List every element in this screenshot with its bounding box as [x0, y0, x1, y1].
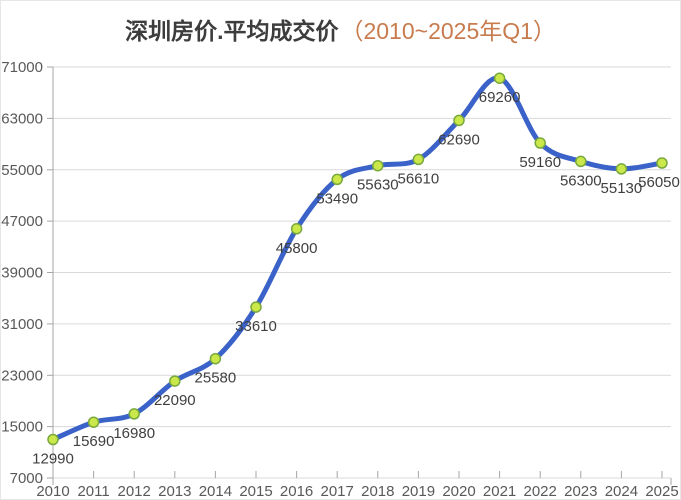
data-point-marker	[615, 163, 628, 175]
data-point-marker	[493, 72, 506, 84]
data-point-label: 59160	[519, 154, 561, 171]
x-axis-label: 2014	[199, 483, 232, 500]
y-axis-label: 71000	[1, 59, 43, 76]
data-point-label: 25580	[195, 370, 237, 387]
data-point-marker	[331, 173, 343, 186]
x-axis-label: 2025	[645, 483, 678, 500]
x-axis-label: 2022	[524, 483, 557, 500]
data-point-marker	[87, 416, 100, 428]
x-axis-label: 2020	[442, 483, 475, 500]
data-point-label: 16980	[113, 425, 155, 442]
chart-title-accent: （2010~2025年Q1）	[340, 18, 556, 44]
data-point-marker	[656, 157, 668, 169]
x-axis-label: 2017	[321, 483, 354, 500]
x-axis-label: 2018	[361, 483, 394, 500]
x-axis-label: 2024	[605, 483, 638, 500]
data-point-label: 12990	[32, 451, 74, 468]
data-point-marker	[47, 433, 59, 446]
data-point-marker	[290, 223, 303, 235]
data-point-label: 56050	[638, 174, 680, 191]
data-point-label: 55130	[601, 180, 643, 197]
y-axis-label: 39000	[1, 265, 43, 282]
data-point-label: 56300	[560, 172, 602, 189]
x-axis-label: 2011	[77, 483, 109, 500]
x-axis-label: 2013	[158, 483, 191, 500]
data-point-label: 15690	[73, 433, 115, 450]
y-axis-label: 23000	[1, 367, 43, 384]
data-point-marker	[412, 153, 425, 166]
y-axis-label: 31000	[1, 316, 43, 333]
y-axis-label: 55000	[1, 162, 43, 179]
y-axis-label: 15000	[1, 419, 43, 436]
data-point-label: 55630	[357, 177, 399, 194]
data-point-label: 53490	[316, 190, 358, 207]
data-point-label: 33610	[235, 318, 277, 335]
data-point-marker	[250, 301, 262, 313]
data-point-marker	[534, 137, 546, 149]
data-point-marker	[372, 159, 384, 172]
y-axis-label: 7000	[10, 470, 43, 487]
x-axis-label: 2016	[280, 483, 313, 500]
price-line	[50, 75, 665, 442]
data-point-marker	[169, 375, 181, 387]
x-axis-label: 2015	[239, 483, 272, 500]
data-point-marker	[453, 114, 465, 127]
y-axis-label: 47000	[1, 213, 43, 230]
x-axis-label: 2021	[483, 483, 516, 500]
y-axis-label: 63000	[1, 110, 43, 127]
data-point-label: 69260	[479, 89, 521, 106]
x-axis-label: 2019	[402, 483, 435, 500]
x-axis-label: 2023	[564, 483, 597, 500]
x-axis-label: 2010	[36, 483, 69, 500]
data-point-marker	[575, 155, 587, 168]
x-axis-label: 2012	[118, 483, 151, 500]
data-point-label: 22090	[154, 392, 196, 409]
data-point-label: 45800	[276, 240, 318, 257]
chart-title: 深圳房价.平均成交价（2010~2025年Q1）	[1, 17, 680, 45]
data-point-label: 62690	[438, 131, 480, 148]
data-point-marker	[209, 352, 222, 365]
data-point-marker	[128, 408, 140, 420]
chart-title-main: 深圳房价.平均成交价	[125, 18, 339, 44]
data-point-label: 56610	[398, 170, 440, 187]
